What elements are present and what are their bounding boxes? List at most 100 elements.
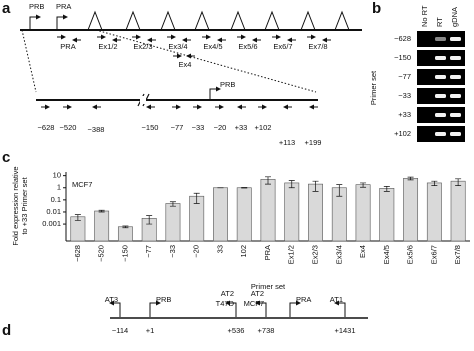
position-label: −20 — [214, 123, 227, 132]
gel-column-label: gDNA — [450, 7, 459, 27]
error-bar — [98, 209, 105, 213]
primer-label: Ex2/3 — [133, 42, 152, 51]
panel-letter: c — [2, 149, 10, 166]
x-tick-label: Ex6/7 — [429, 245, 438, 264]
primer-label: PRA — [60, 42, 75, 51]
gel-row-label: +102 — [394, 129, 411, 138]
x-tick-label: 102 — [239, 245, 248, 258]
tss-arrow — [255, 300, 267, 317]
x-tick-label: −33 — [168, 245, 177, 258]
primer-label: Ex4/5 — [203, 42, 222, 51]
tss-arrow — [56, 14, 68, 29]
bar — [450, 180, 466, 242]
x-tick-label: −628 — [73, 245, 82, 262]
position-label: −628 — [38, 123, 55, 132]
primer-label: Ex3/4 — [168, 42, 187, 51]
gel-band — [450, 132, 461, 136]
position-label: +113 — [279, 138, 295, 147]
promoter-label: PRA — [56, 2, 71, 11]
bar — [308, 183, 323, 242]
x-tick-label: −520 — [97, 245, 106, 262]
position-label: +199 — [305, 138, 322, 147]
error-bar — [383, 186, 390, 192]
bar — [403, 178, 419, 242]
promoter-label: PRB — [220, 80, 235, 89]
bar — [117, 226, 133, 242]
primer-label: Ex5/6 — [238, 42, 257, 51]
error-bar — [455, 178, 462, 186]
error-bar — [241, 187, 248, 189]
gel-band — [435, 113, 446, 117]
x-tick-label: Ex4 — [358, 245, 367, 258]
gel-row-label: −33 — [398, 91, 411, 100]
tss-arrow — [334, 300, 346, 317]
error-bar — [74, 214, 81, 221]
gel-row-label: −77 — [398, 72, 411, 81]
panel-letter: a — [2, 0, 11, 17]
y-tick-label: 0.001 — [42, 219, 61, 228]
x-tick-label: Ex4/5 — [382, 245, 391, 264]
bar — [260, 178, 276, 242]
gel-band — [435, 56, 446, 60]
site-position: −114 — [112, 326, 128, 335]
x-tick-label: −150 — [120, 245, 129, 262]
error-bar — [336, 184, 343, 197]
bar — [355, 184, 371, 242]
error-bar — [265, 176, 271, 185]
panel-letter: b — [372, 0, 381, 17]
error-bar — [288, 180, 295, 189]
x-axis-title: Primer set — [251, 282, 286, 291]
site-position: +536 — [228, 326, 245, 335]
gel-band — [450, 75, 461, 79]
error-bar — [146, 215, 153, 225]
gel-band — [435, 94, 446, 98]
primer-label: Ex1/2 — [98, 42, 117, 51]
site-position: +1431 — [334, 326, 355, 335]
gel-band — [450, 94, 461, 98]
x-tick-label: −20 — [192, 245, 201, 258]
x-tick-label: Ex3/4 — [334, 245, 343, 264]
position-label: −77 — [171, 123, 184, 132]
bar — [284, 182, 300, 242]
primer-label: Ex7/8 — [308, 42, 327, 51]
position-label: +102 — [255, 123, 272, 132]
x-tick-label: Ex2/3 — [311, 245, 320, 264]
gel-row-label: −628 — [394, 34, 411, 43]
gel-band — [450, 113, 461, 117]
y-tick-label: 10 — [53, 171, 61, 180]
error-bar — [360, 182, 367, 188]
site-label: AT2 — [251, 289, 264, 298]
tss-arrow — [225, 300, 237, 317]
error-bar — [122, 225, 129, 229]
gel-row-label: +33 — [398, 110, 411, 119]
gel-band — [435, 132, 446, 136]
primer-label: Ex6/7 — [273, 42, 292, 51]
gel-row-label: −150 — [394, 53, 411, 62]
gel-band — [450, 56, 461, 60]
gel-band — [450, 37, 461, 41]
tss-arrow — [289, 300, 301, 317]
position-label: −33 — [192, 123, 205, 132]
gel-band — [435, 37, 446, 41]
site-label: MCF7 — [244, 299, 264, 308]
axis-title: Primer set — [369, 70, 378, 105]
error-bar — [169, 201, 176, 207]
position-label: −520 — [60, 123, 77, 132]
gel-column-label: No RT — [420, 5, 429, 27]
chart-title: MCF7 — [72, 180, 92, 189]
position-label: −150 — [142, 123, 159, 132]
promoter-label: PRB — [29, 2, 44, 11]
zoom-lines — [21, 29, 317, 93]
x-tick-label: 33 — [215, 245, 224, 253]
site-label: AT1 — [330, 295, 343, 304]
site-position: +1 — [146, 326, 155, 335]
bar — [165, 203, 181, 242]
y-tick-label: 0.01 — [46, 207, 61, 216]
x-tick-label: −77 — [144, 245, 153, 258]
x-tick-label: Ex7/8 — [453, 245, 462, 264]
site-label: AT2 — [221, 289, 234, 298]
x-tick-label: Ex5/6 — [406, 245, 415, 264]
break-gap — [140, 96, 146, 104]
